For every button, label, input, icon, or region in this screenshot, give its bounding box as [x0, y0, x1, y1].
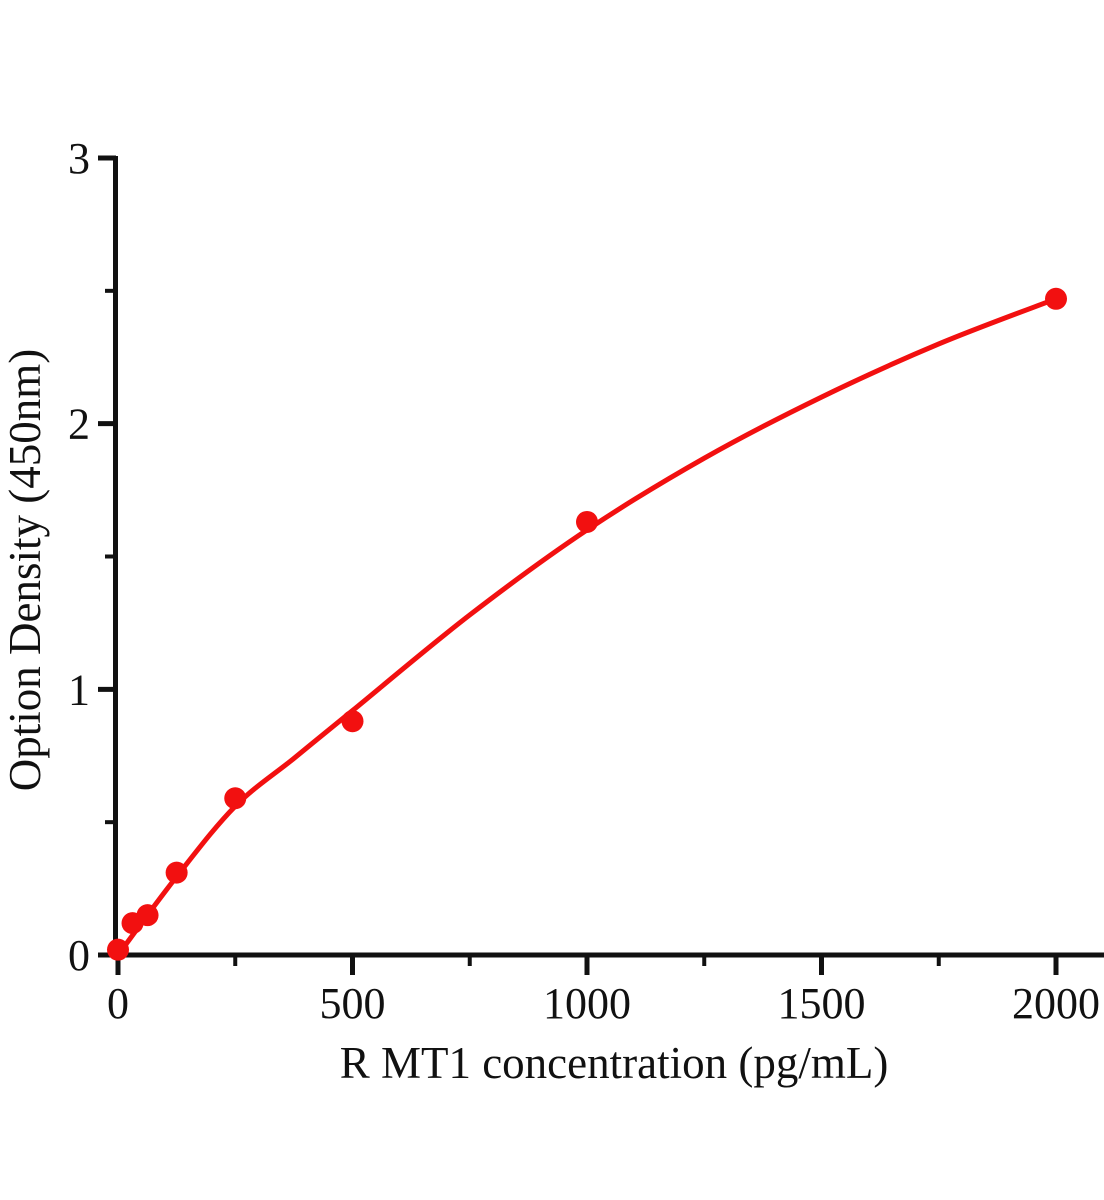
- y-tick-label: 2: [68, 400, 90, 449]
- x-axis-ticks: [115, 955, 1059, 975]
- x-axis-title: R MT1 concentration (pg/mL): [340, 1038, 889, 1088]
- data-point: [224, 787, 247, 810]
- y-tick-label: 1: [68, 665, 90, 714]
- data-point: [136, 904, 159, 927]
- data-point: [107, 938, 129, 961]
- y-axis-tick-labels: 0 1 2 3: [68, 134, 90, 980]
- x-axis-tick-labels: 0 500 1000 1500 2000: [107, 979, 1100, 1028]
- y-axis-ticks: [98, 155, 116, 958]
- data-point: [341, 710, 364, 733]
- x-tick-label: 1000: [543, 979, 631, 1028]
- x-tick-label: 0: [107, 979, 129, 1028]
- data-point: [165, 861, 188, 884]
- data-points-group: [107, 287, 1067, 961]
- y-tick-label: 0: [68, 931, 90, 980]
- data-point: [576, 510, 598, 533]
- y-axis-title: Option Density (450nm): [0, 349, 50, 791]
- fit-curve-line: [115, 296, 1059, 958]
- x-tick-label: 500: [320, 979, 386, 1028]
- x-tick-label: 2000: [1012, 979, 1100, 1028]
- x-tick-label: 1500: [778, 979, 866, 1028]
- y-tick-label: 3: [68, 134, 90, 183]
- data-point: [1045, 287, 1067, 310]
